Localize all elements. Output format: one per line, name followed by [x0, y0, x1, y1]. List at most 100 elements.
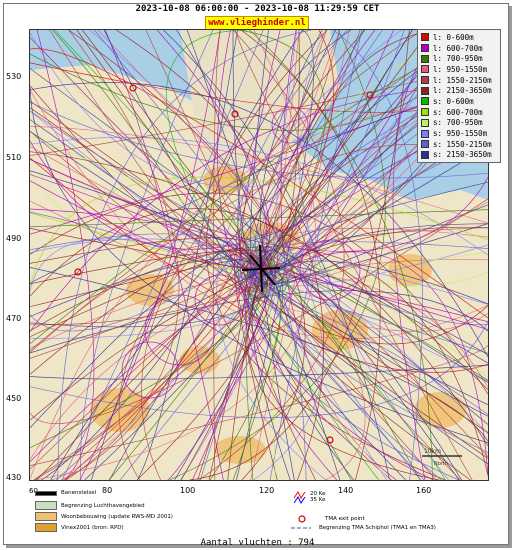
flight-track — [30, 250, 255, 375]
flight-track-map[interactable]: 10km North — [29, 29, 489, 481]
flight-track — [30, 91, 488, 250]
legend-swatch — [421, 86, 429, 95]
legend-row: l: 950-1550m — [418, 64, 500, 75]
flight-track — [251, 30, 405, 280]
key-tma-boundary: Begrenzing TMA Schiphol (TMA1 en TMA3) — [291, 525, 436, 531]
key-tma-boundary-label: Begrenzing TMA Schiphol (TMA1 en TMA3) — [319, 525, 436, 531]
flight-track — [34, 30, 341, 480]
holding-pattern — [194, 274, 246, 326]
flight-track — [251, 285, 291, 480]
flight-track — [167, 30, 453, 480]
flight-track — [251, 146, 488, 279]
flight-track — [254, 30, 341, 269]
flight-track — [30, 151, 488, 390]
key-airport-boundary: Begrenzing Luchthavengebied — [35, 501, 145, 510]
flight-track — [257, 30, 431, 257]
flight-track — [89, 30, 324, 480]
flight-track — [103, 30, 254, 277]
legend-row: l: 2150-3650m — [418, 85, 500, 96]
x-tick-60: 60 — [29, 487, 38, 495]
flight-track — [233, 248, 278, 480]
flight-track — [332, 30, 423, 480]
y-tick-490: 490 — [6, 234, 22, 243]
map-scale: 10km North — [422, 448, 462, 467]
flight-track — [275, 276, 462, 480]
legend-row: s: 2150-3650m — [418, 150, 500, 161]
flight-track — [234, 30, 473, 480]
legend-swatch — [421, 118, 429, 127]
flight-track — [216, 30, 402, 480]
legend-label: s: 2150-3650m — [433, 150, 492, 160]
flight-track — [57, 30, 312, 480]
flight-track — [270, 285, 421, 480]
key-runways-label: Banenstelsel — [61, 490, 97, 496]
legend-swatch — [421, 44, 429, 53]
x-tick-120: 120 — [259, 486, 275, 495]
holding-pattern — [121, 341, 179, 399]
legend-label: s: 0-600m — [433, 96, 474, 106]
tma-exit-icon — [298, 515, 306, 523]
key-35ke-label: 35 Ke — [310, 497, 326, 503]
legend-swatch — [421, 97, 429, 106]
flight-track — [30, 246, 488, 476]
flight-track — [30, 87, 488, 444]
flight-count: Aantal vluchten : 794 — [200, 538, 315, 548]
flight-track — [30, 345, 488, 466]
flight-track — [36, 30, 95, 480]
y-tick-530: 530 — [6, 72, 22, 81]
holding-pattern — [144, 294, 216, 366]
flight-track — [61, 30, 264, 480]
site-link[interactable]: www.vlieghinder.nl — [205, 16, 309, 30]
y-tick-450: 450 — [6, 394, 22, 403]
legend-row: s: 0-600m — [418, 96, 500, 107]
flight-track — [30, 180, 269, 268]
flight-track — [30, 101, 488, 179]
key-vinex: Vinex2001 (bron: RPD) — [35, 523, 124, 532]
flight-track — [30, 200, 488, 332]
flight-track — [236, 30, 314, 480]
flight-track — [260, 260, 488, 458]
legend-label: l: 600-700m — [433, 43, 483, 53]
flight-track — [30, 233, 274, 287]
key-housing: Woonbebouwing (update RWS-MD 2001) — [35, 512, 173, 521]
legend-row: l: 700-950m — [418, 53, 500, 64]
flight-track — [213, 30, 221, 480]
x-tick-160: 160 — [416, 486, 432, 495]
flight-track — [33, 30, 317, 480]
period-title: 2023-10-08 06:00:00 - 2023-10-08 11:29:5… — [135, 4, 380, 14]
flight-track — [262, 246, 460, 480]
legend-label: l: 2150-3650m — [433, 86, 492, 96]
flight-track — [237, 30, 354, 480]
key-runways: Banenstelsel — [35, 490, 96, 496]
vinex-swatch — [35, 523, 57, 532]
legend-label: l: 700-950m — [433, 54, 483, 64]
flight-track — [186, 30, 341, 480]
x-tick-80: 80 — [102, 486, 113, 495]
flight-track — [252, 244, 488, 287]
legend-row: s: 1550-2150m — [418, 139, 500, 150]
airport-swatch — [35, 501, 57, 510]
legend-row: s: 600-700m — [418, 107, 500, 118]
flight-track — [180, 267, 278, 480]
flight-track — [30, 364, 488, 380]
altitude-legend: l: 0-600m l: 600-700m l: 700-950m l: 950-15… — [417, 29, 501, 164]
legend-swatch — [421, 76, 429, 85]
x-tick-100: 100 — [180, 486, 196, 495]
flight-track — [240, 30, 381, 480]
flight-track — [189, 30, 410, 480]
flight-track — [30, 281, 253, 470]
flight-track — [245, 264, 337, 480]
legend-swatch — [421, 108, 429, 117]
ke-contour-icon — [293, 491, 306, 504]
runway-system — [241, 244, 281, 293]
flight-track — [30, 159, 488, 252]
flight-track — [30, 32, 488, 188]
flight-track — [30, 290, 488, 354]
flight-tracks — [30, 30, 488, 480]
flight-track — [272, 30, 298, 269]
flight-track — [36, 257, 252, 480]
flight-track — [261, 30, 376, 284]
flight-track — [276, 282, 307, 480]
flight-track — [250, 30, 350, 480]
flight-track — [248, 30, 413, 279]
